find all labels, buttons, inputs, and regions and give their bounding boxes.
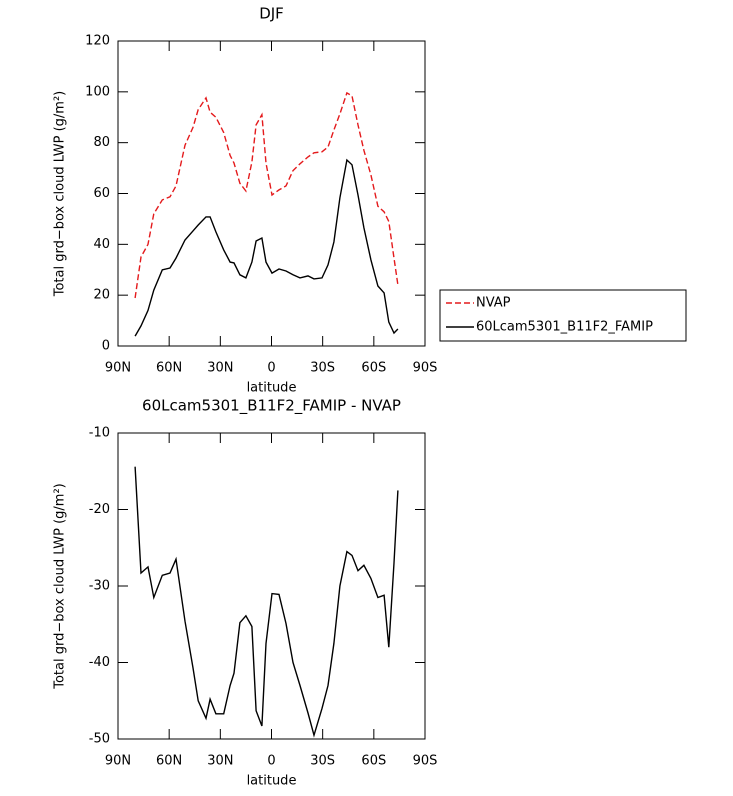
x-tick-label: 30S	[310, 361, 335, 376]
y-tick-label: 80	[93, 135, 110, 150]
legend-label: 60Lcam5301_B11F2_FAMIP	[476, 320, 653, 335]
data-line	[134, 158, 399, 337]
x-tick-label: 0	[267, 754, 275, 769]
chart-title: 60Lcam5301_B11F2_FAMIP - NVAP	[142, 397, 401, 416]
plot-frame	[117, 432, 426, 740]
y-tick-label: -40	[89, 655, 110, 670]
y-tick-label: 20	[93, 288, 110, 303]
y-axis-label: Total grd−box cloud LWP (g/m²)	[53, 483, 68, 690]
legend-box	[439, 289, 687, 342]
x-tick-label: 90S	[413, 361, 438, 376]
x-tick-label: 90N	[105, 754, 131, 769]
y-tick-label: 100	[85, 84, 110, 99]
x-tick-label: 30N	[207, 361, 233, 376]
chart-title: DJF	[259, 5, 284, 23]
y-tick-label: -20	[89, 502, 110, 517]
x-tick-label: 0	[267, 361, 275, 376]
x-tick-label: 60S	[361, 754, 386, 769]
y-tick-label: 60	[93, 186, 110, 201]
y-axis-label: Total grd−box cloud LWP (g/m²)	[53, 91, 68, 298]
data-line	[134, 91, 399, 299]
x-tick-label: 60N	[156, 754, 182, 769]
x-tick-label: 90N	[105, 361, 131, 376]
y-tick-label: -10	[89, 426, 110, 441]
x-axis-label: latitude	[247, 774, 297, 789]
x-axis-label: latitude	[247, 381, 297, 396]
x-tick-label: 90S	[413, 754, 438, 769]
x-tick-label: 60N	[156, 361, 182, 376]
y-tick-label: 40	[93, 237, 110, 252]
x-tick-label: 60S	[361, 361, 386, 376]
y-tick-label: -50	[89, 732, 110, 747]
y-tick-label: 0	[102, 339, 110, 354]
y-tick-label: -30	[89, 579, 110, 594]
x-tick-label: 30S	[310, 754, 335, 769]
data-line	[134, 466, 399, 738]
legend-label: NVAP	[476, 296, 511, 311]
y-tick-label: 120	[85, 34, 110, 49]
x-tick-label: 30N	[207, 754, 233, 769]
